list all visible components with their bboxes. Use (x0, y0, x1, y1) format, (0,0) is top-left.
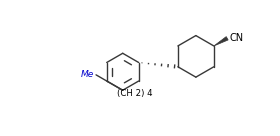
Text: (CH 2) 4: (CH 2) 4 (117, 89, 153, 98)
Text: CN: CN (230, 33, 244, 43)
Polygon shape (214, 37, 228, 46)
Text: Me: Me (80, 70, 94, 79)
